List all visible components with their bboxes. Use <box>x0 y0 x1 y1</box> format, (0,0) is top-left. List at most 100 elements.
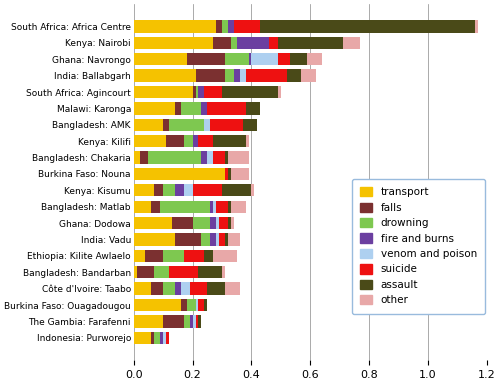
Bar <box>134 53 186 65</box>
Bar <box>213 250 236 262</box>
Bar <box>231 200 246 213</box>
Bar <box>198 135 213 147</box>
Bar <box>222 184 252 197</box>
Bar <box>172 217 193 229</box>
Bar <box>228 168 231 180</box>
Bar <box>175 233 202 246</box>
Bar <box>198 86 204 98</box>
Bar <box>134 37 213 49</box>
Bar <box>134 119 163 131</box>
Bar <box>228 151 248 164</box>
Bar <box>219 233 225 246</box>
Bar <box>231 168 248 180</box>
Bar <box>225 233 228 246</box>
Bar <box>169 119 204 131</box>
Bar <box>228 20 234 33</box>
Bar <box>181 283 190 295</box>
Bar <box>175 184 184 197</box>
Bar <box>202 102 207 114</box>
Bar <box>163 283 175 295</box>
Bar <box>134 200 152 213</box>
Bar <box>202 151 207 164</box>
Bar <box>234 20 260 33</box>
Bar <box>152 283 163 295</box>
Bar <box>204 119 210 131</box>
Bar <box>154 184 163 197</box>
Bar <box>160 332 163 344</box>
Bar <box>196 299 198 311</box>
Bar <box>219 217 228 229</box>
Bar <box>148 151 202 164</box>
Bar <box>134 283 152 295</box>
Bar <box>169 266 198 278</box>
Bar <box>134 184 154 197</box>
Bar <box>242 119 258 131</box>
Bar <box>246 102 260 114</box>
Bar <box>163 332 166 344</box>
Bar <box>192 184 222 197</box>
Bar <box>260 20 475 33</box>
Bar <box>342 37 360 49</box>
Bar <box>278 37 342 49</box>
Bar <box>163 184 175 197</box>
Bar <box>166 135 184 147</box>
Bar <box>184 135 192 147</box>
Bar <box>475 20 478 33</box>
Bar <box>213 37 231 49</box>
Bar <box>225 53 248 65</box>
Bar <box>192 315 196 328</box>
Bar <box>216 200 228 213</box>
Bar <box>134 332 152 344</box>
Bar <box>134 102 175 114</box>
Bar <box>198 299 204 311</box>
Bar <box>208 102 246 114</box>
Bar <box>160 200 210 213</box>
Bar <box>192 135 198 147</box>
Bar <box>186 299 196 311</box>
Bar <box>166 332 169 344</box>
Bar <box>196 315 198 328</box>
Bar <box>222 266 225 278</box>
Bar <box>134 168 225 180</box>
Bar <box>222 86 278 98</box>
Bar <box>204 86 222 98</box>
Bar <box>225 168 228 180</box>
Bar <box>208 151 213 164</box>
Bar <box>196 70 225 82</box>
Bar <box>222 20 228 33</box>
Bar <box>210 119 242 131</box>
Bar <box>184 250 204 262</box>
Bar <box>134 266 136 278</box>
Bar <box>181 102 202 114</box>
Bar <box>134 151 140 164</box>
Bar <box>175 283 181 295</box>
Bar <box>213 151 225 164</box>
Bar <box>302 70 316 82</box>
Bar <box>163 119 169 131</box>
Bar <box>234 70 239 82</box>
Bar <box>163 315 184 328</box>
Bar <box>210 233 216 246</box>
Bar <box>290 53 308 65</box>
Bar <box>134 135 166 147</box>
Bar <box>240 70 246 82</box>
Bar <box>134 217 172 229</box>
Bar <box>228 217 231 229</box>
Bar <box>140 151 148 164</box>
Bar <box>181 299 186 311</box>
Bar <box>246 70 287 82</box>
Bar <box>213 200 216 213</box>
Bar <box>196 86 198 98</box>
Bar <box>287 70 302 82</box>
Bar <box>225 283 240 295</box>
Bar <box>252 184 254 197</box>
Bar <box>252 53 278 65</box>
Bar <box>308 53 322 65</box>
Bar <box>213 135 246 147</box>
Bar <box>136 266 154 278</box>
Bar <box>204 250 213 262</box>
Bar <box>246 135 248 147</box>
Bar <box>228 233 239 246</box>
Bar <box>134 20 216 33</box>
Bar <box>225 70 234 82</box>
